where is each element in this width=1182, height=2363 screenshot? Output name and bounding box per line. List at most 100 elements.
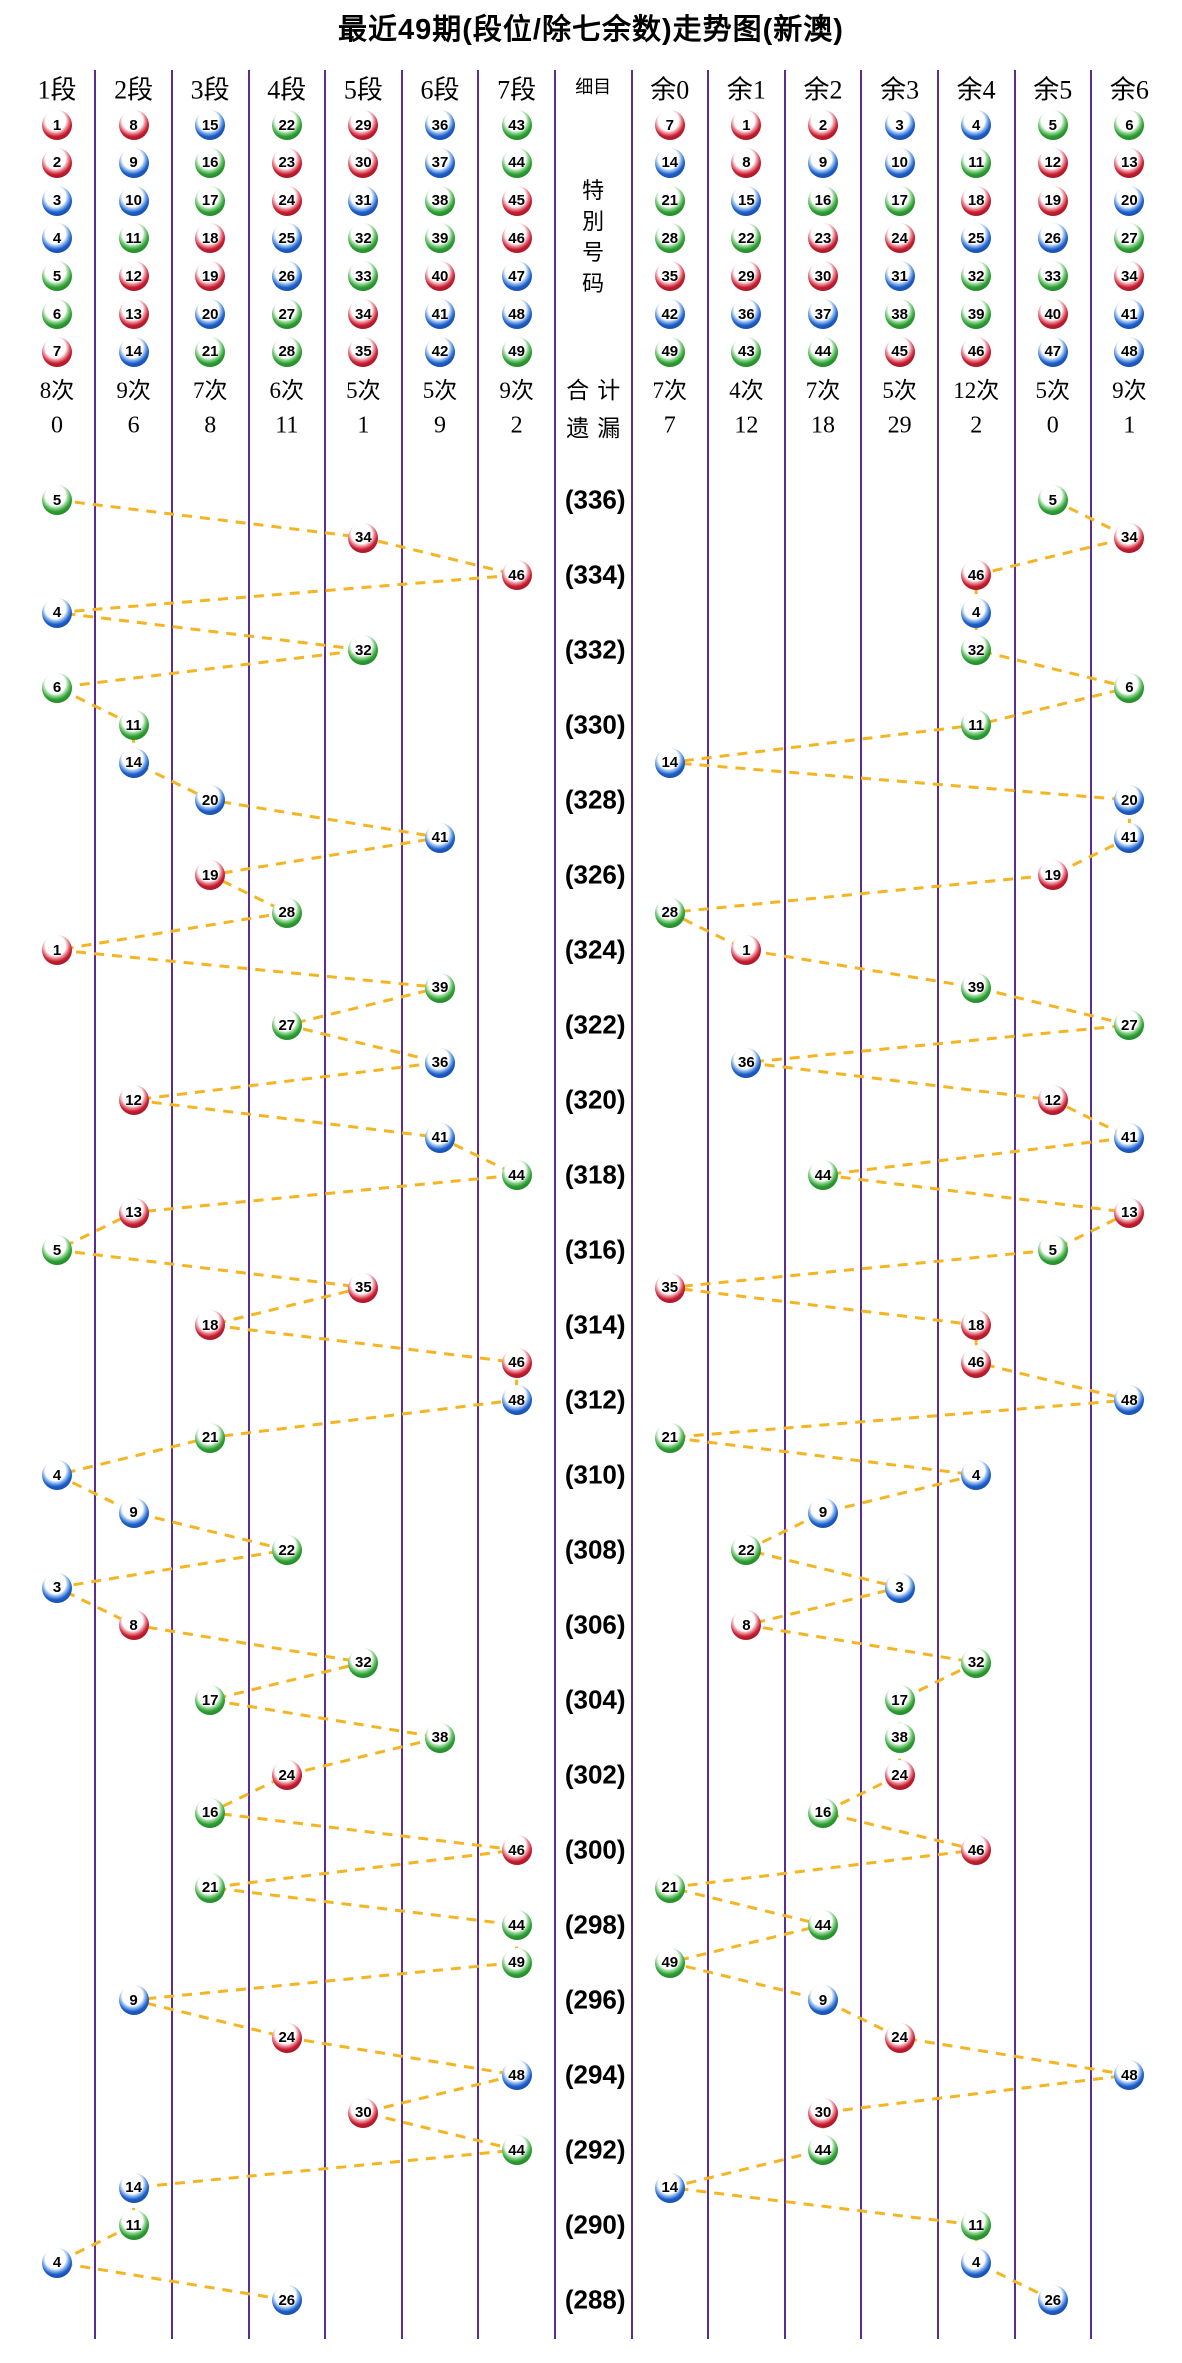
legend-ball: 10 — [118, 185, 149, 216]
legend-ball: 39 — [425, 223, 455, 254]
legend-ball: 17 — [884, 185, 915, 216]
trend-ball-segment: 32 — [348, 1647, 379, 1678]
trend-ball-segment: 18 — [195, 1310, 226, 1340]
legend-ball: 47 — [1037, 336, 1068, 367]
trend-ball-remainder: 14 — [654, 747, 685, 778]
period-label: (302) — [564, 1759, 626, 1790]
period-label: (288) — [564, 2284, 626, 2315]
remainder-column-header: 余6 — [1109, 75, 1149, 105]
segment-column-header: 1段 — [37, 75, 77, 105]
period-label: (324) — [564, 934, 626, 965]
period-label: (330) — [564, 709, 626, 740]
legend-ball: 14 — [118, 336, 149, 367]
legend-ball: 29 — [731, 261, 762, 292]
legend-ball: 5 — [1037, 110, 1068, 140]
trend-ball-remainder: 38 — [884, 1722, 915, 1753]
legend-ball: 27 — [271, 299, 302, 329]
remainder-missing-value: 29 — [887, 412, 912, 439]
trend-ball-segment: 30 — [348, 2097, 379, 2128]
legend-ball: 13 — [1114, 147, 1145, 178]
trend-ball-remainder: 41 — [1114, 1122, 1145, 1153]
legend-ball: 24 — [884, 223, 915, 254]
legend-ball: 15 — [731, 185, 762, 216]
legend-ball: 37 — [425, 147, 455, 178]
legend-ball: 33 — [1037, 261, 1068, 292]
legend-ball: 16 — [195, 147, 226, 178]
legend-ball: 33 — [348, 261, 379, 292]
segment-missing-value: 2 — [510, 412, 523, 439]
legend-ball: 14 — [654, 147, 685, 178]
trend-ball-remainder: 5 — [1037, 485, 1068, 515]
period-label: (316) — [564, 1234, 626, 1265]
trend-ball-remainder: 48 — [1114, 1385, 1145, 1415]
segment-missing-value: 9 — [434, 412, 446, 439]
period-label: (292) — [564, 2134, 626, 2165]
segment-hit-count: 9次 — [116, 378, 151, 403]
legend-ball: 36 — [731, 299, 762, 329]
trend-ball-remainder: 16 — [808, 1797, 838, 1828]
legend-ball: 31 — [348, 185, 379, 216]
trend-ball-remainder: 4 — [961, 597, 992, 628]
legend-ball: 46 — [501, 223, 532, 254]
period-label: (300) — [564, 1834, 626, 1865]
trend-ball-remainder: 22 — [731, 1535, 762, 1565]
period-label: (304) — [564, 1684, 626, 1715]
grid-line — [707, 70, 710, 2339]
trend-ball-segment: 24 — [271, 1760, 302, 1790]
legend-ball: 12 — [118, 261, 149, 292]
trend-ball-segment: 12 — [118, 1085, 149, 1115]
remainder-missing-value: 18 — [811, 412, 835, 439]
trend-ball-remainder: 4 — [961, 2247, 992, 2278]
special-number-label-char: 号 — [582, 240, 605, 265]
legend-ball: 49 — [654, 336, 685, 367]
period-label: (290) — [564, 2209, 626, 2240]
legend-ball: 19 — [195, 261, 226, 292]
grid-line — [94, 70, 97, 2339]
trend-ball-segment: 36 — [425, 1047, 455, 1078]
special-number-label-char: 码 — [582, 271, 605, 296]
trend-ball-remainder: 44 — [808, 2135, 838, 2165]
remainder-missing-value: 2 — [970, 412, 983, 439]
trend-ball-remainder: 13 — [1114, 1197, 1145, 1228]
legend-ball: 18 — [195, 223, 226, 254]
segment-hit-count: 5次 — [422, 378, 458, 403]
segment-column-header: 5段 — [343, 75, 383, 105]
legend-ball: 3 — [42, 185, 72, 216]
legend-ball: 1 — [731, 110, 762, 140]
trend-ball-remainder: 28 — [654, 897, 685, 928]
trend-ball-remainder: 36 — [731, 1047, 762, 1078]
trend-ball-segment: 8 — [118, 1610, 149, 1640]
trend-ball-remainder: 5 — [1037, 1235, 1068, 1265]
segment-column-header: 3段 — [190, 75, 230, 105]
period-label: (310) — [564, 1459, 626, 1490]
grid-line — [783, 70, 786, 2339]
trend-ball-segment: 41 — [425, 1122, 455, 1153]
legend-ball: 4 — [961, 110, 992, 140]
segment-missing-value: 8 — [204, 412, 217, 439]
page-title: 最近49期(段位/除七余数)走势图(新澳) — [338, 14, 844, 46]
legend-ball: 20 — [195, 299, 226, 329]
trend-ball-segment: 35 — [348, 1272, 379, 1303]
legend-ball: 28 — [654, 223, 685, 254]
period-label: (294) — [564, 2059, 626, 2090]
legend-ball: 44 — [808, 336, 838, 367]
segment-missing-value: 6 — [127, 412, 140, 439]
trend-ball-remainder: 46 — [961, 560, 992, 590]
trend-ball-remainder: 24 — [884, 1760, 915, 1790]
remainder-hit-count: 7次 — [805, 378, 841, 403]
remainder-missing-value: 12 — [734, 412, 759, 439]
trend-ball-remainder: 21 — [654, 1872, 685, 1903]
legend-ball: 45 — [884, 336, 915, 367]
trend-ball-segment: 49 — [501, 1947, 532, 1978]
period-label: (326) — [564, 859, 626, 890]
trend-ball-remainder: 26 — [1037, 2285, 1068, 2315]
legend-ball: 40 — [425, 261, 455, 292]
special-number-label-char: 特 — [582, 178, 605, 203]
legend-ball: 21 — [195, 336, 226, 367]
remainder-missing-value: 1 — [1123, 412, 1136, 439]
legend-ball: 31 — [884, 261, 915, 292]
trend-ball-segment: 27 — [271, 1010, 302, 1040]
legend-ball: 2 — [42, 147, 72, 178]
legend-ball: 35 — [654, 261, 685, 292]
